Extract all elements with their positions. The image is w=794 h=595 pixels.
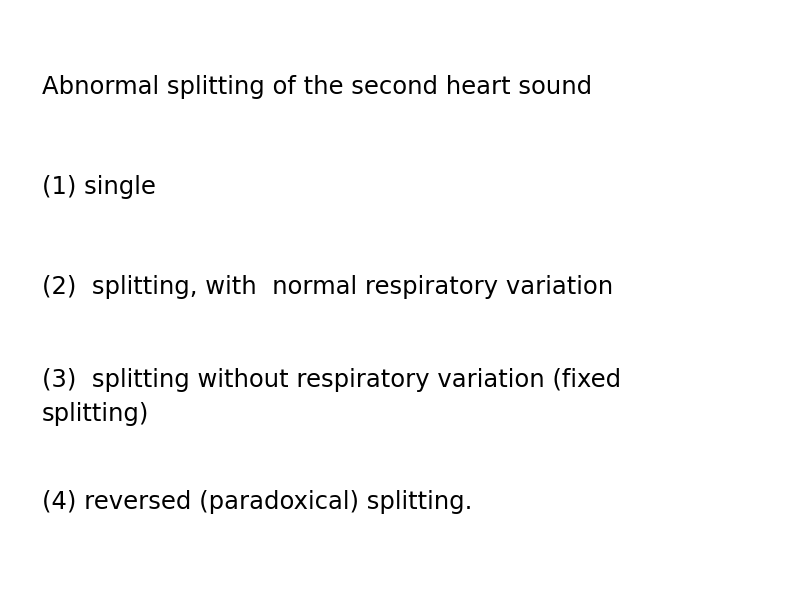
Text: (3)  splitting without respiratory variation (fixed
splitting): (3) splitting without respiratory variat… [42,368,621,425]
Text: (4) reversed (paradoxical) splitting.: (4) reversed (paradoxical) splitting. [42,490,472,514]
Text: (2)  splitting, with  normal respiratory variation: (2) splitting, with normal respiratory v… [42,275,613,299]
Text: Abnormal splitting of the second heart sound: Abnormal splitting of the second heart s… [42,75,592,99]
Text: (1) single: (1) single [42,175,156,199]
